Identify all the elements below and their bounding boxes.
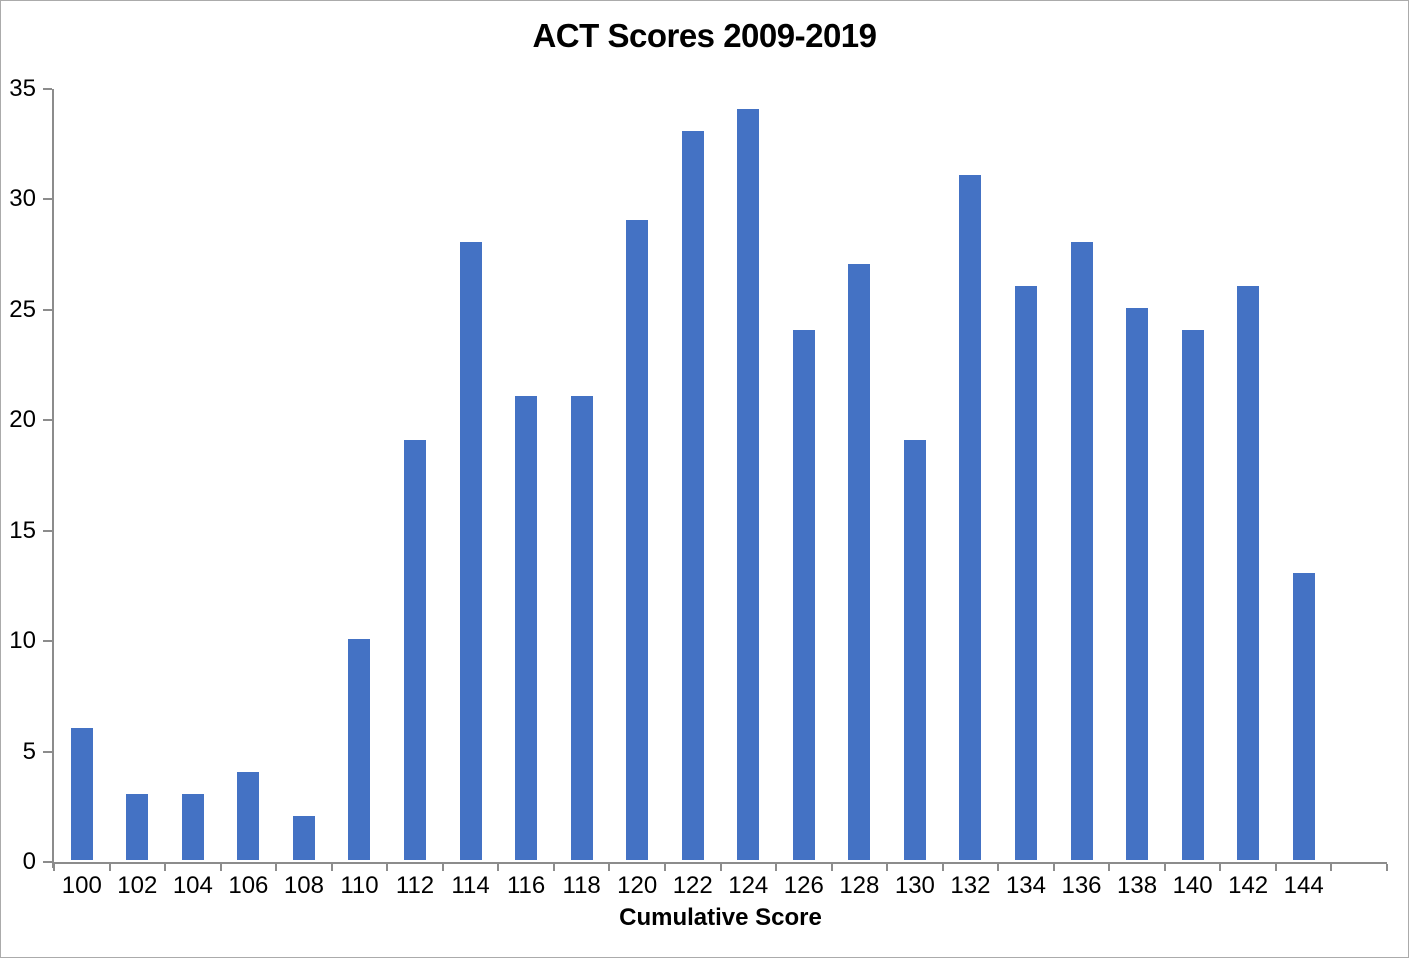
bar-140 (1181, 329, 1204, 860)
bar-124 (737, 109, 760, 860)
x-tick-mark (1330, 864, 1333, 871)
x-tick-mark (1386, 864, 1388, 871)
bar-110 (348, 639, 371, 860)
bar-100 (70, 727, 93, 860)
y-tick-mark (43, 861, 52, 863)
y-tick-label: 10 (9, 627, 36, 655)
y-axis-line (52, 89, 54, 868)
x-tick-label: 138 (1117, 872, 1158, 899)
x-tick-mark (1108, 864, 1111, 871)
x-tick-label: 132 (950, 872, 991, 899)
x-tick-label: 110 (340, 872, 379, 899)
bar-142 (1237, 285, 1260, 860)
x-tick-mark (552, 864, 555, 871)
bar-138 (1126, 307, 1149, 860)
x-tick-label: 100 (61, 872, 102, 899)
bar-126 (792, 329, 815, 860)
x-tick-mark (886, 864, 889, 871)
y-tick-mark (43, 198, 52, 201)
chart-title: ACT Scores 2009-2019 (532, 17, 877, 54)
bar-144 (1292, 572, 1315, 860)
x-tick-label: 106 (228, 872, 269, 899)
x-tick-label: 134 (1005, 872, 1046, 899)
y-tick-mark (43, 88, 52, 90)
x-tick-mark (608, 864, 611, 871)
bar-134 (1014, 285, 1037, 860)
bar-136 (1070, 241, 1093, 860)
x-tick-label: 118 (562, 872, 601, 899)
x-tick-label: 114 (451, 872, 490, 899)
bar-106 (237, 771, 260, 860)
plot-area: 100 102 104 106 108 110 112 114 116 118 120 122 124 1… (9, 76, 1388, 899)
x-tick-label: 142 (1228, 872, 1269, 899)
y-tick-mark (43, 529, 52, 532)
x-tick-label: 120 (617, 872, 658, 899)
bar-128 (848, 263, 871, 860)
x-tick-label: 140 (1172, 872, 1213, 899)
bar-120 (626, 219, 649, 860)
y-tick-mark (43, 419, 52, 422)
x-tick-label: 112 (395, 872, 435, 899)
bar-116 (515, 396, 538, 860)
x-tick-mark (497, 864, 500, 871)
bar-108 (292, 815, 315, 860)
bar-130 (903, 440, 926, 860)
x-tick-mark (997, 864, 1000, 871)
x-tick-mark (941, 864, 944, 871)
y-tick-mark (43, 308, 52, 311)
bar-114 (459, 241, 482, 860)
x-tick-label: 128 (839, 872, 880, 899)
y-tick-label: 20 (9, 406, 36, 434)
x-axis-title: Cumulative Score (619, 904, 822, 931)
x-tick-label: 104 (172, 872, 213, 899)
x-tick-mark (1163, 864, 1166, 871)
y-tick-label: 35 (9, 75, 36, 102)
x-tick-mark (330, 864, 333, 871)
x-tick-mark (108, 864, 111, 871)
y-tick-label: 0 (22, 848, 36, 875)
x-tick-label: 108 (283, 872, 324, 899)
x-tick-mark (1052, 864, 1055, 871)
x-tick-mark (1274, 864, 1277, 871)
x-tick-mark (775, 864, 778, 871)
bar-118 (570, 396, 593, 860)
bar-122 (681, 131, 704, 860)
bar-104 (181, 793, 204, 860)
x-tick-mark (830, 864, 833, 871)
y-tick-label: 15 (9, 516, 36, 544)
x-tick-mark (663, 864, 666, 871)
x-tick-mark (1219, 864, 1222, 871)
y-tick-mark (43, 750, 52, 753)
x-tick-label: 124 (728, 872, 769, 899)
x-tick-label: 126 (783, 872, 824, 899)
x-tick-label: 130 (894, 872, 935, 899)
x-tick-label: 136 (1061, 872, 1102, 899)
x-tick-mark (164, 864, 167, 871)
bar-102 (126, 793, 149, 860)
x-tick-mark (441, 864, 444, 871)
bar-132 (959, 175, 982, 860)
x-tick-mark (275, 864, 278, 871)
y-tick-label: 30 (9, 185, 36, 213)
bar-112 (404, 440, 427, 860)
x-tick-mark (53, 864, 55, 871)
y-tick-label: 5 (22, 737, 36, 765)
x-tick-label: 144 (1283, 872, 1324, 899)
x-tick-mark (719, 864, 722, 871)
x-tick-label: 122 (672, 872, 713, 899)
x-axis-line (52, 862, 1387, 864)
x-tick-mark (386, 864, 389, 871)
y-tick-mark (43, 640, 52, 643)
y-tick-label: 25 (9, 295, 36, 323)
x-tick-mark (219, 864, 222, 871)
x-tick-label: 102 (117, 872, 158, 899)
x-tick-label: 116 (506, 872, 546, 899)
